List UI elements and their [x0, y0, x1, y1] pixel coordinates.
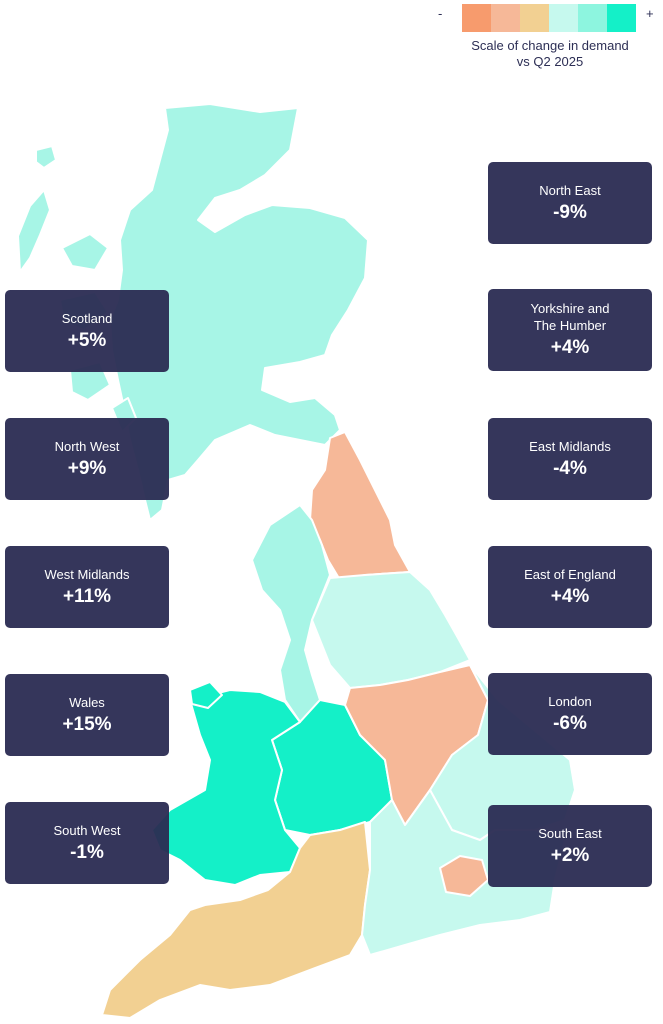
island-orkney — [35, 145, 57, 169]
region-name: South East — [538, 825, 602, 841]
region-change-value: -4% — [553, 457, 587, 479]
region-change-value: -6% — [553, 712, 587, 734]
region-change-value: +15% — [62, 713, 112, 735]
card-scotland[interactable]: Scotland +5% — [5, 290, 169, 372]
card-east-of-england[interactable]: East of England +4% — [488, 546, 652, 628]
region-name: North West — [54, 438, 120, 454]
region-change-value: -9% — [553, 201, 587, 223]
legend-swatch — [607, 4, 636, 32]
card-south-west[interactable]: South West -1% — [5, 802, 169, 884]
legend-plus-label: + — [646, 6, 654, 21]
region-name: West Midlands — [44, 566, 130, 582]
island-anglesey — [189, 681, 223, 709]
region-change-value: +4% — [550, 585, 590, 607]
legend-caption: Scale of change in demand vs Q2 2025 — [471, 38, 629, 69]
legend-minus-label: - — [438, 6, 443, 21]
region-name: London — [548, 693, 592, 709]
card-wales[interactable]: Wales +15% — [5, 674, 169, 756]
card-south-east[interactable]: South East +2% — [488, 805, 652, 887]
legend-swatch — [520, 4, 549, 32]
card-west-midlands[interactable]: West Midlands +11% — [5, 546, 169, 628]
region-name: East of England — [524, 566, 616, 582]
region-name: Yorkshire and The Humber — [530, 301, 610, 333]
region-change-value: +5% — [67, 329, 107, 351]
region-wales[interactable] — [151, 689, 301, 886]
region-change-value: +4% — [550, 337, 590, 358]
region-name: Wales — [69, 694, 105, 710]
region-name: Scotland — [61, 310, 113, 326]
island-skye — [61, 233, 109, 271]
card-north-west[interactable]: North West +9% — [5, 418, 169, 500]
legend-swatch — [462, 4, 491, 32]
legend-swatch — [491, 4, 520, 32]
legend-swatch — [578, 4, 607, 32]
card-north-east[interactable]: North East -9% — [488, 162, 652, 244]
region-name: South West — [53, 822, 121, 838]
region-change-value: -1% — [70, 841, 104, 863]
legend-swatch — [549, 4, 578, 32]
card-yorkshire[interactable]: Yorkshire and The Humber +4% — [488, 289, 652, 371]
region-change-value: +2% — [550, 844, 590, 866]
card-east-midlands[interactable]: East Midlands -4% — [488, 418, 652, 500]
region-name: North East — [539, 182, 601, 198]
card-london[interactable]: London -6% — [488, 673, 652, 755]
region-change-value: +11% — [62, 585, 112, 607]
island-outer-hebrides — [17, 189, 51, 273]
legend-swatches — [462, 4, 636, 32]
change-scale-legend: - + Scale of change in demand vs Q2 2025 — [430, 2, 663, 72]
region-change-value: +9% — [67, 457, 107, 479]
region-name: East Midlands — [529, 438, 611, 454]
